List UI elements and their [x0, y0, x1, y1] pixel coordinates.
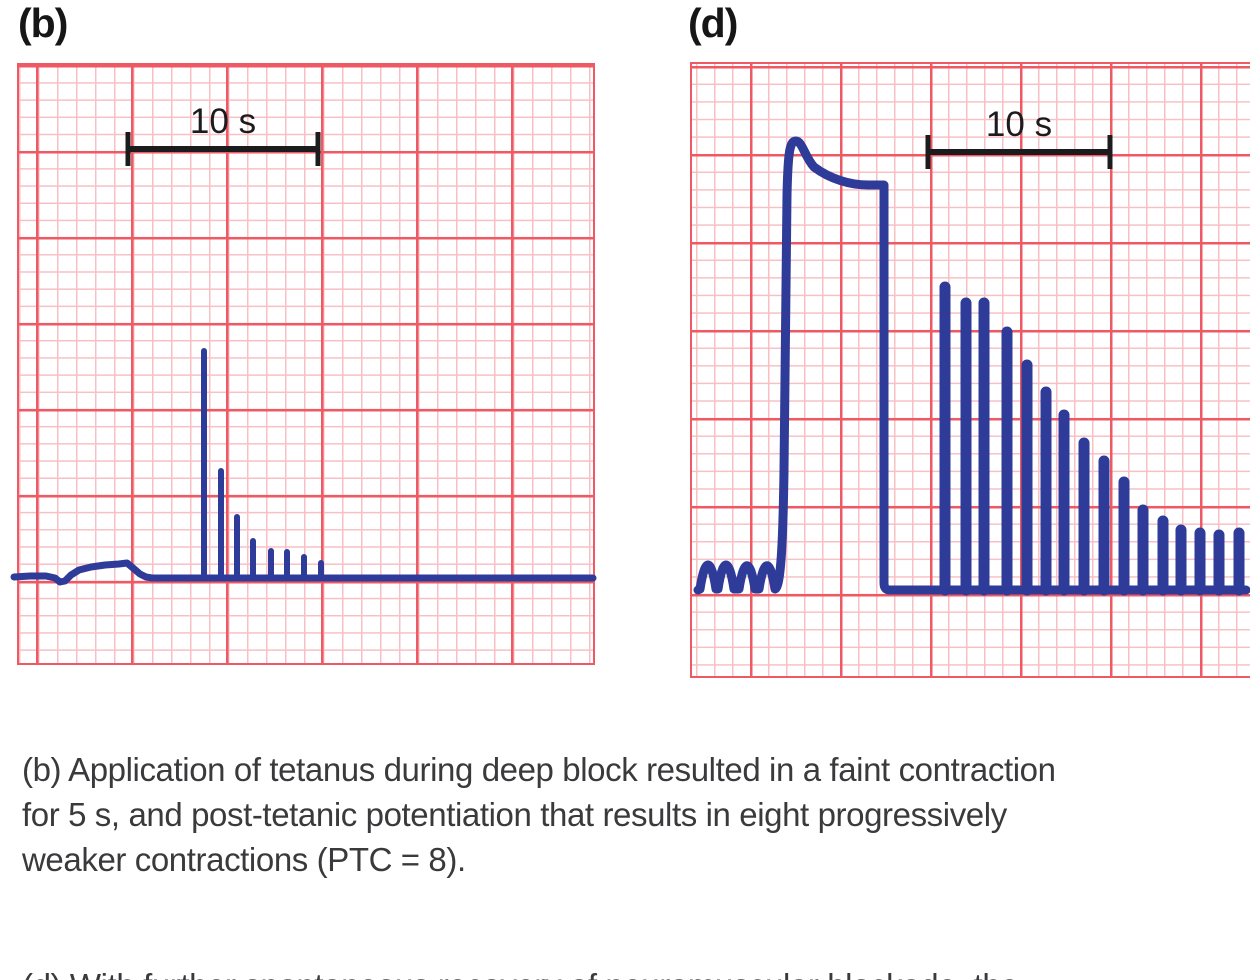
- panel-label-b: (b): [18, 0, 68, 46]
- caption-d: (d) With further spontaneous recovery of…: [22, 963, 1238, 980]
- figure-captions: (b) Application of tetanus during deep b…: [22, 702, 1238, 980]
- graph-paper-panel-b: [17, 63, 595, 665]
- caption-b: (b) Application of tetanus during deep b…: [22, 751, 1056, 878]
- panel-label-d: (d): [688, 0, 738, 46]
- graph-paper-panel-d: [690, 62, 1250, 678]
